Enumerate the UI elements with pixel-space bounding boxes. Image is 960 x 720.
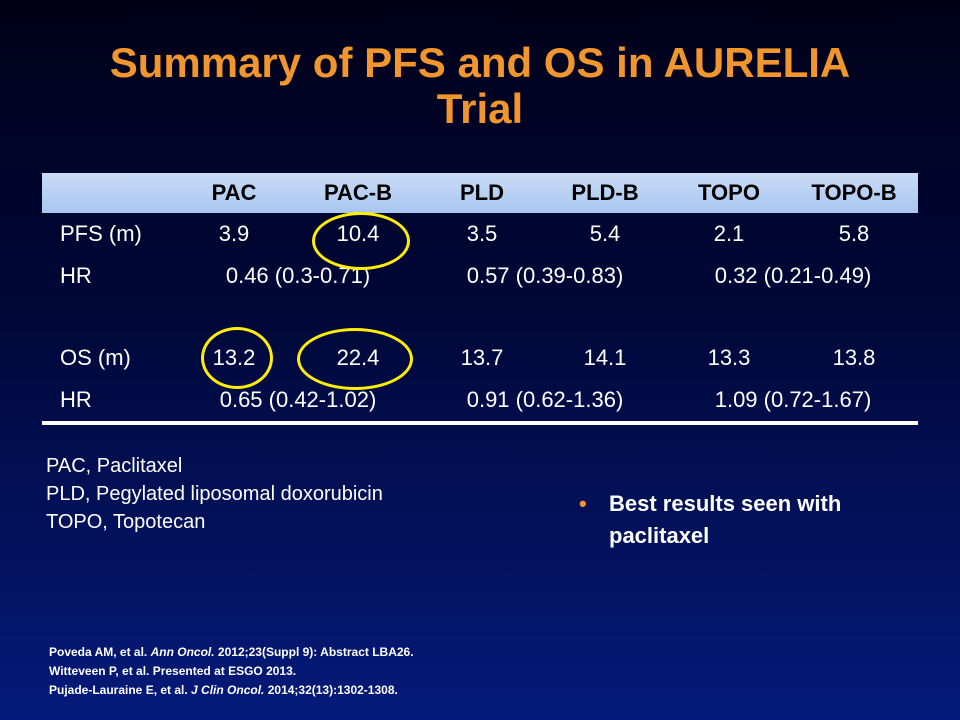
- title-line-2: Trial: [436, 85, 524, 132]
- abbreviation-item: PLD, Pegylated liposomal doxorubicin: [46, 483, 383, 505]
- table-cell: 2.1: [713, 221, 745, 246]
- row-label: HR: [60, 387, 92, 412]
- title-line-1: Summary of PFS and OS in AURELIA: [109, 39, 851, 86]
- header-cell: PAC-B: [323, 180, 393, 205]
- header-cell: TOPO-B: [811, 180, 897, 205]
- table-cell: 3.5: [466, 221, 498, 246]
- header-cell: PLD: [460, 180, 504, 205]
- row-label: PFS (m): [60, 221, 142, 246]
- table-cell: 13.3: [707, 345, 751, 370]
- highlight-circle-pfs-pac-b: [312, 212, 410, 270]
- table-row: HR 0.65 (0.42-1.02) 0.91 (0.62-1.36) 1.0…: [42, 379, 918, 421]
- abbreviation-item: PAC, Paclitaxel: [46, 455, 183, 477]
- table-cell: 5.4: [589, 221, 621, 246]
- table-cell: 14.1: [583, 345, 627, 370]
- table-cell: 3.9: [218, 221, 250, 246]
- highlight-circle-os-pac: [201, 327, 273, 389]
- row-label: HR: [60, 263, 92, 288]
- slide-title: Summary of PFS and OS in AURELIA Trial: [0, 40, 960, 132]
- abbreviation-item: TOPO, Topotecan: [46, 511, 206, 533]
- bullet-text: Best results seen with paclitaxel: [609, 491, 842, 548]
- table-bottom-rule: [42, 421, 918, 425]
- key-finding-bullet: • Best results seen with paclitaxel: [579, 488, 869, 552]
- table-cell: 1.09 (0.72-1.67): [714, 387, 872, 412]
- table-spacer-row: [42, 297, 918, 337]
- table-row: PFS (m) 3.9 10.4 3.5 5.4 2.1 5.8: [42, 213, 918, 255]
- table-row: HR 0.46 (0.3-0.71) 0.57 (0.39-0.83) 0.32…: [42, 255, 918, 297]
- table-cell: 13.8: [832, 345, 876, 370]
- table-row: OS (m) 13.2 22.4 13.7 14.1 13.3 13.8: [42, 337, 918, 379]
- highlight-circle-os-pac-b: [297, 328, 413, 390]
- table-cell: 0.65 (0.42-1.02): [219, 387, 377, 412]
- table-cell: 13.7: [460, 345, 504, 370]
- header-cell: [42, 173, 174, 213]
- header-cell: TOPO: [698, 180, 760, 205]
- abbreviation-list: PAC, Paclitaxel PLD, Pegylated liposomal…: [46, 452, 383, 536]
- header-cell: PAC: [211, 180, 257, 205]
- table-cell: 5.8: [838, 221, 870, 246]
- results-table: PAC PAC-B PLD PLD-B TOPO TOPO-B PFS (m) …: [42, 173, 918, 425]
- reference-item: Pujade-Lauraine E, et al. J Clin Oncol. …: [49, 683, 398, 697]
- table-cell: 0.57 (0.39-0.83): [466, 263, 624, 288]
- table-cell: 0.32 (0.21-0.49): [714, 263, 872, 288]
- table-cell: 0.91 (0.62-1.36): [466, 387, 624, 412]
- header-cell: PLD-B: [571, 180, 639, 205]
- reference-item: Poveda AM, et al. Ann Oncol. 2012;23(Sup…: [49, 645, 414, 659]
- bullet-marker: •: [579, 491, 587, 516]
- row-label: OS (m): [60, 345, 131, 370]
- table-header-row: PAC PAC-B PLD PLD-B TOPO TOPO-B: [42, 173, 918, 213]
- references: Poveda AM, et al. Ann Oncol. 2012;23(Sup…: [49, 643, 414, 700]
- reference-item: Witteveen P, et al. Presented at ESGO 20…: [49, 664, 297, 678]
